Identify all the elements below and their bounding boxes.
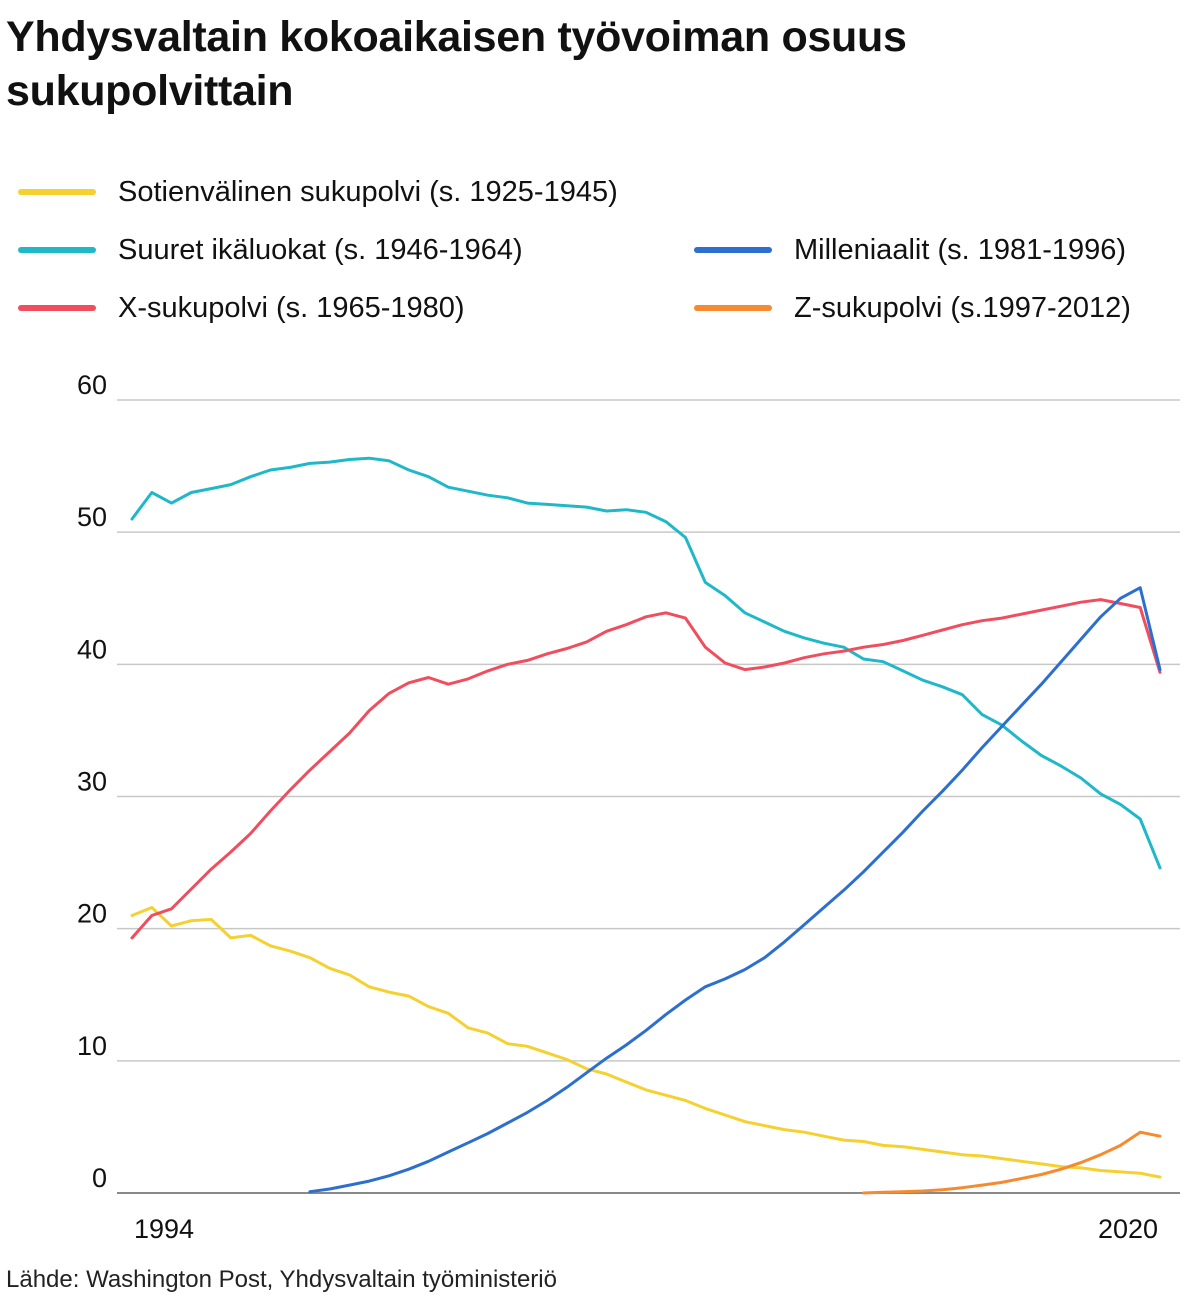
legend-label-millennials: Milleniaalit (s. 1981-1996) [794,233,1127,266]
chart-title: Yhdysvaltain kokoaikaisen työvoiman osuu… [6,13,907,115]
x-tick-label-1994: 1994 [134,1214,194,1244]
series-line-millennials [308,586,1162,1194]
y-tick-label-20: 20 [77,899,107,929]
y-tick-label-0: 0 [92,1163,107,1193]
legend-swatch-millennials [694,247,772,253]
legend-item-generation-z: Z-sukupolvi (s.1997-2012) [694,288,1131,328]
legend-label-baby-boomers: Suuret ikäluokat (s. 1946-1964) [118,233,523,266]
legend-label-generation-z: Z-sukupolvi (s.1997-2012) [794,291,1131,324]
legend-swatch-generation-x [18,305,96,311]
gridlines [117,399,1180,1194]
legend-item-generation-x: X-sukupolvi (s. 1965-1980) [18,288,465,328]
legend-label-generation-x: X-sukupolvi (s. 1965-1980) [118,291,465,324]
legend-swatch-silent-generation [18,189,96,195]
series-line-silent-generation [130,906,1162,1179]
legend-label-silent-generation: Sotienvälinen sukupolvi (s. 1925-1945) [118,175,618,208]
series-lines [130,456,1162,1195]
series-line-baby-boomers [130,456,1162,870]
legend-swatch-baby-boomers [18,247,96,253]
y-tick-label-30: 30 [77,767,107,797]
y-tick-label-50: 50 [77,502,107,532]
y-tick-label-10: 10 [77,1031,107,1061]
legend-swatch-generation-z [694,305,772,311]
source-note: Lähde: Washington Post, Yhdysvaltain työ… [6,1266,557,1293]
line-chart: 0 10 20 30 40 50 60 1994 2020 [77,370,1180,1244]
legend-item-millennials: Milleniaalit (s. 1981-1996) [694,230,1126,270]
x-tick-label-2020: 2020 [1098,1214,1158,1244]
axis-labels: 0 10 20 30 40 50 60 1994 2020 [77,370,1158,1244]
legend-item-silent-generation: Sotienvälinen sukupolvi (s. 1925-1945) [18,172,618,212]
series-line-generation-z [862,1130,1162,1195]
y-tick-label-60: 60 [77,370,107,400]
series-line-generation-x [130,598,1162,940]
y-tick-label-40: 40 [77,634,107,664]
legend-item-baby-boomers: Suuret ikäluokat (s. 1946-1964) [18,230,523,270]
